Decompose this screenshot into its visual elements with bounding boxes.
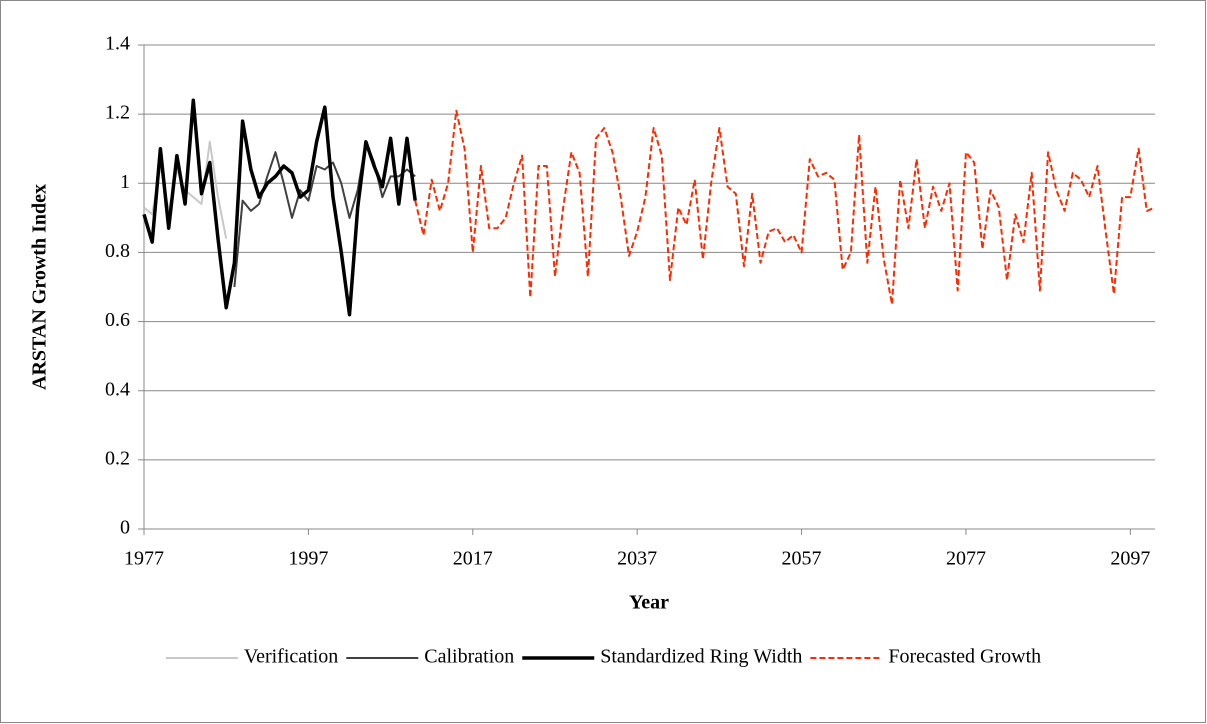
y-tick-label: 0.6 — [105, 309, 130, 331]
y-tick-label: 0.4 — [105, 378, 130, 400]
x-tick-label: 2037 — [617, 548, 657, 570]
legend-label: Calibration — [424, 646, 514, 668]
y-tick-label: 0.8 — [105, 240, 130, 262]
y-tick-label: 0.2 — [105, 447, 130, 469]
legend-label: Standardized Ring Width — [600, 646, 802, 668]
x-tick-label: 2017 — [453, 548, 493, 570]
x-tick-label: 2057 — [782, 548, 822, 570]
x-tick-label: 2097 — [1110, 548, 1150, 570]
y-tick-label: 1.4 — [105, 33, 130, 55]
series-line — [414, 109, 1156, 306]
series-line — [142, 98, 417, 317]
y-tick-label: 1 — [120, 171, 130, 193]
y-tick-label: 0 — [120, 517, 130, 539]
x-tick-label: 2077 — [946, 548, 986, 570]
x-tick-label: 1977 — [124, 548, 164, 570]
x-axis-label: Year — [629, 592, 669, 614]
y-axis-label: ARSTAN Growth Index — [29, 184, 51, 390]
legend-label: Forecasted Growth — [888, 646, 1041, 668]
y-tick-label: 1.2 — [105, 102, 130, 124]
x-tick-label: 1997 — [288, 548, 328, 570]
legend-label: Verification — [244, 646, 338, 668]
